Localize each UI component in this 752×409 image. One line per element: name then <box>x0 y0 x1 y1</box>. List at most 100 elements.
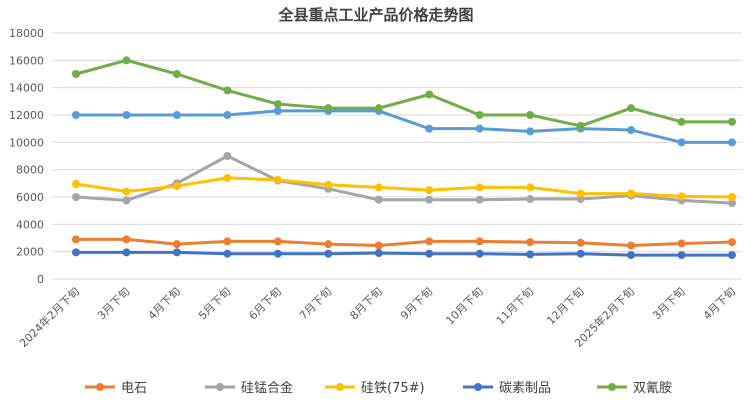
data-point <box>526 111 535 119</box>
y-tick-label: 8000 <box>16 164 44 177</box>
x-tick-label: 10月下旬 <box>443 285 485 327</box>
data-point <box>374 249 383 258</box>
data-point <box>223 237 232 246</box>
data-point <box>728 138 736 147</box>
x-axis: 2024年2月下旬 3月下旬 4月下旬 5月下旬 6月下旬 7月下旬 8月下旬 9月下旬 10月… <box>16 284 738 350</box>
data-point <box>425 195 434 204</box>
data-point <box>576 121 585 130</box>
data-point <box>627 189 636 198</box>
chart-title: 全县重点工业产品价格走势图 <box>277 6 473 24</box>
y-axis: 0 2000 4000 6000 8000 10000 12000 14000 16000 180… <box>9 27 44 286</box>
data-point <box>223 86 232 95</box>
data-point <box>374 104 383 113</box>
data-point <box>273 106 282 115</box>
legend-label: 硅锰合金 <box>241 380 293 396</box>
data-point <box>526 127 535 136</box>
legend: 电石 硅锰合金 硅铁(75#) 碳素制品 双氰胺 <box>85 380 672 396</box>
data-point <box>425 186 434 195</box>
data-point <box>728 199 736 208</box>
data-point <box>223 111 232 119</box>
x-tick-label: 7月下旬 <box>297 285 334 322</box>
data-point <box>122 248 131 257</box>
unlabeled-series <box>72 106 736 147</box>
data-point <box>273 175 282 184</box>
data-point <box>576 195 585 204</box>
data-point <box>526 250 535 259</box>
data-point <box>475 124 484 133</box>
y-tick-label: 12000 <box>9 109 44 122</box>
data-point <box>728 117 736 126</box>
data-point <box>273 237 282 246</box>
data-point <box>425 237 434 246</box>
data-point <box>576 249 585 258</box>
data-point <box>324 104 333 113</box>
data-point <box>122 56 131 65</box>
y-tick-label: 6000 <box>16 191 44 204</box>
legend-label: 电石 <box>121 381 147 396</box>
x-tick-label: 3月下旬 <box>95 285 132 322</box>
legend-item: 硅铁(75#) <box>325 381 425 396</box>
legend-swatch-marker <box>216 383 224 391</box>
series-line <box>74 237 734 248</box>
data-point <box>172 248 181 257</box>
data-point <box>475 195 484 204</box>
legend-swatch-marker <box>608 383 616 391</box>
data-point <box>475 111 484 119</box>
data-point <box>374 183 383 192</box>
data-point <box>677 251 686 260</box>
data-point <box>72 193 80 201</box>
legend-item: 电石 <box>85 381 147 396</box>
series-line <box>74 109 734 144</box>
data-point <box>475 249 484 258</box>
data-point <box>425 249 434 258</box>
data-point <box>223 173 232 182</box>
data-point <box>374 241 383 250</box>
series-line <box>74 58 734 128</box>
legend-item: 碳素制品 <box>463 381 551 396</box>
series-lines <box>72 56 736 260</box>
y-tick-label: 16000 <box>9 54 44 67</box>
data-point <box>627 104 636 113</box>
data-point <box>223 249 232 258</box>
x-tick-label: 8月下旬 <box>347 285 384 322</box>
data-point <box>526 238 535 247</box>
y-tick-label: 10000 <box>9 136 44 149</box>
data-point <box>677 192 686 201</box>
y-tick-label: 4000 <box>16 218 44 231</box>
series-line <box>74 176 734 199</box>
data-point <box>324 180 333 189</box>
x-tick-label: 12月下旬 <box>544 285 586 327</box>
data-point <box>526 183 535 192</box>
y-tick-label: 2000 <box>16 246 44 259</box>
data-point <box>172 111 181 119</box>
y-tick-label: 14000 <box>9 82 44 95</box>
x-tick-label: 9月下旬 <box>398 285 435 322</box>
y-tick-label: 18000 <box>9 27 44 40</box>
x-tick-label: 3月下旬 <box>650 285 687 322</box>
data-point <box>627 251 636 260</box>
data-point <box>627 241 636 250</box>
data-point <box>122 111 131 119</box>
y-tick-label: 0 <box>37 273 44 286</box>
data-point <box>425 124 434 133</box>
legend-swatch-marker <box>474 383 482 391</box>
series-碳素制品 <box>72 248 736 260</box>
x-tick-label: 11月下旬 <box>494 285 536 327</box>
data-point <box>122 235 131 244</box>
data-point <box>72 70 80 78</box>
data-point <box>677 138 686 147</box>
data-point <box>324 240 333 249</box>
data-point <box>72 248 80 257</box>
x-tick-label: 2024年2月下旬 <box>16 284 82 350</box>
legend-item: 硅锰合金 <box>205 380 293 396</box>
legend-label: 双氰胺 <box>633 380 672 396</box>
data-point <box>526 195 535 204</box>
data-point <box>172 182 181 191</box>
data-point <box>425 90 434 99</box>
legend-swatch-marker <box>336 383 344 391</box>
data-point <box>172 70 181 78</box>
data-point <box>172 240 181 249</box>
data-point <box>576 238 585 247</box>
